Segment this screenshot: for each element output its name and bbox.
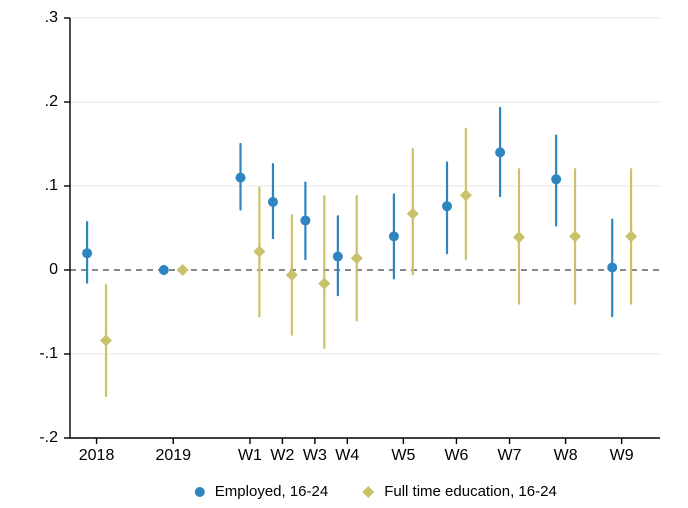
x-tick-label: W1 <box>238 447 262 464</box>
x-tick-label: W2 <box>270 447 294 464</box>
point-range-chart: -.2 -.1 0 .1 .2 .3 2018 2019 W1 W2 W3 W4 W5 W6 W7 W8 W9 E… <box>0 0 688 508</box>
x-tick-label: W9 <box>610 447 634 464</box>
x-tick-label: 2018 <box>79 447 115 464</box>
y-tick-label: -.1 <box>39 345 58 362</box>
x-tick-label: W8 <box>554 447 578 464</box>
y-tick-label: 0 <box>49 261 58 278</box>
y-tick-label: .3 <box>45 9 58 26</box>
y-tick-label: .1 <box>45 177 58 194</box>
x-tick-label: W4 <box>335 447 359 464</box>
y-tick-label: .2 <box>45 93 58 110</box>
chart-container: -.2 -.1 0 .1 .2 .3 2018 2019 W1 W2 W3 W4 W5 W6 W7 W8 W9 E… <box>0 0 688 508</box>
y-tick-label: -.2 <box>39 429 58 446</box>
x-tick-label: W6 <box>444 447 468 464</box>
x-tick-label: W7 <box>498 447 522 464</box>
x-tick-label: 2019 <box>155 447 191 464</box>
legend-marker-employed <box>195 487 205 497</box>
legend-label-fte: Full time education, 16-24 <box>384 483 557 500</box>
x-tick-label: W5 <box>391 447 415 464</box>
legend-label-employed: Employed, 16-24 <box>215 483 328 500</box>
x-tick-label: W3 <box>303 447 327 464</box>
